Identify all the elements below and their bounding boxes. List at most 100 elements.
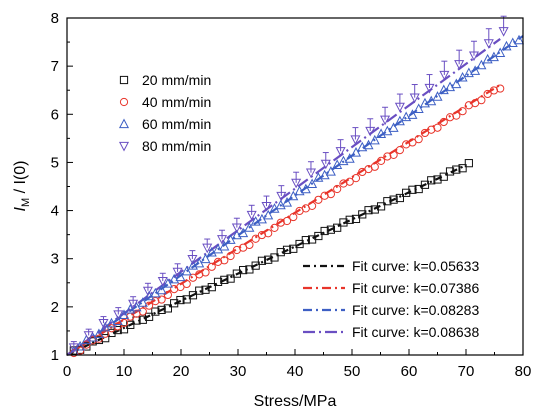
data-point (351, 214, 361, 224)
data-point (119, 318, 129, 328)
data-point (326, 190, 336, 199)
data-point (282, 216, 292, 226)
fit-legend: Fit curve: k=0.05633 Fit curve: k=0.07386… (303, 258, 479, 340)
data-point (339, 218, 348, 227)
series-4-markers (68, 15, 509, 354)
data-point (289, 244, 298, 253)
x-tick-label: 40 (287, 363, 304, 380)
plot-series (66, 15, 525, 358)
data-point (219, 240, 230, 251)
y-axis-title: IM / I(0) (12, 161, 32, 212)
data-point (138, 315, 147, 324)
data-point (276, 191, 287, 202)
data-point (112, 315, 123, 326)
data-point (495, 47, 506, 58)
data-point (261, 201, 272, 212)
data-point (187, 254, 198, 265)
data-point (101, 334, 110, 343)
data-point (250, 216, 261, 226)
data-point (300, 183, 311, 194)
data-point (452, 165, 461, 174)
data-point (156, 284, 167, 295)
data-point (389, 195, 398, 204)
fit-legend-label: Fit curve: k=0.07386 (352, 280, 479, 296)
y-tick-label: 3 (51, 251, 59, 268)
data-point (308, 201, 317, 210)
data-point (389, 150, 398, 159)
data-point (176, 295, 185, 305)
legend-item-3: 60 mm/min (118, 116, 211, 132)
data-point (282, 245, 292, 254)
data-point (489, 86, 499, 95)
data-point (188, 273, 198, 282)
legend-label: 80 mm/min (142, 138, 211, 154)
data-point (76, 346, 85, 355)
data-point (93, 328, 104, 339)
data-point (451, 78, 462, 89)
y-axis-title-main: I (12, 206, 29, 211)
data-point (370, 162, 379, 171)
data-point (245, 240, 254, 250)
data-point (419, 97, 430, 108)
data-point (142, 286, 153, 297)
data-point (98, 319, 109, 329)
data-point (445, 167, 455, 176)
data-point (383, 152, 392, 161)
data-point (420, 180, 430, 189)
data-point (294, 185, 305, 196)
data-point (432, 91, 443, 101)
data-point (483, 89, 492, 99)
x-tick-label: 20 (173, 363, 190, 380)
data-point (201, 268, 210, 277)
data-point (157, 295, 166, 304)
data-point (188, 291, 198, 300)
data-point (401, 111, 412, 122)
data-point (482, 53, 493, 64)
y-tick-label: 4 (51, 203, 59, 220)
marker-legend: 20 mm/min 40 mm/min 60 mm/min 80 mm/min (118, 72, 211, 154)
data-point (338, 155, 349, 166)
data-point (433, 123, 442, 132)
data-point (68, 343, 79, 354)
data-point (394, 102, 405, 113)
legend-label: 20 mm/min (142, 72, 211, 88)
data-point (477, 96, 486, 105)
y-tick-label: 7 (51, 58, 59, 75)
data-point (507, 37, 518, 48)
data-point (420, 128, 430, 138)
data-point (325, 166, 336, 176)
data-point (172, 267, 183, 278)
data-point (220, 275, 229, 284)
data-point (345, 215, 354, 224)
data-point (202, 243, 213, 254)
x-tick-label: 0 (63, 363, 71, 380)
y-tick-label: 6 (51, 106, 59, 123)
series-3-markers (68, 34, 525, 356)
data-point (351, 174, 361, 183)
data-point (307, 178, 318, 189)
series-2-markers (69, 84, 505, 358)
data-point (427, 176, 436, 185)
data-point (388, 122, 399, 132)
data-point (463, 67, 474, 78)
data-point (217, 235, 228, 245)
data-point (83, 331, 94, 341)
data-point (326, 225, 336, 234)
data-point (320, 226, 329, 236)
data-point (144, 301, 154, 310)
x-tick-label: 50 (344, 363, 361, 380)
data-point (187, 260, 198, 270)
data-point (498, 27, 509, 37)
series-1-markers (69, 159, 473, 355)
data-point (314, 231, 323, 241)
data-point (157, 276, 168, 287)
legend-label: 40 mm/min (142, 94, 211, 110)
data-point (226, 274, 235, 283)
data-point (113, 310, 124, 320)
data-point (383, 197, 392, 206)
data-point (320, 191, 329, 200)
fit-legend-item-3: Fit curve: k=0.08283 (303, 302, 479, 318)
data-point (231, 229, 242, 240)
data-point (157, 305, 166, 315)
data-point (513, 34, 525, 45)
